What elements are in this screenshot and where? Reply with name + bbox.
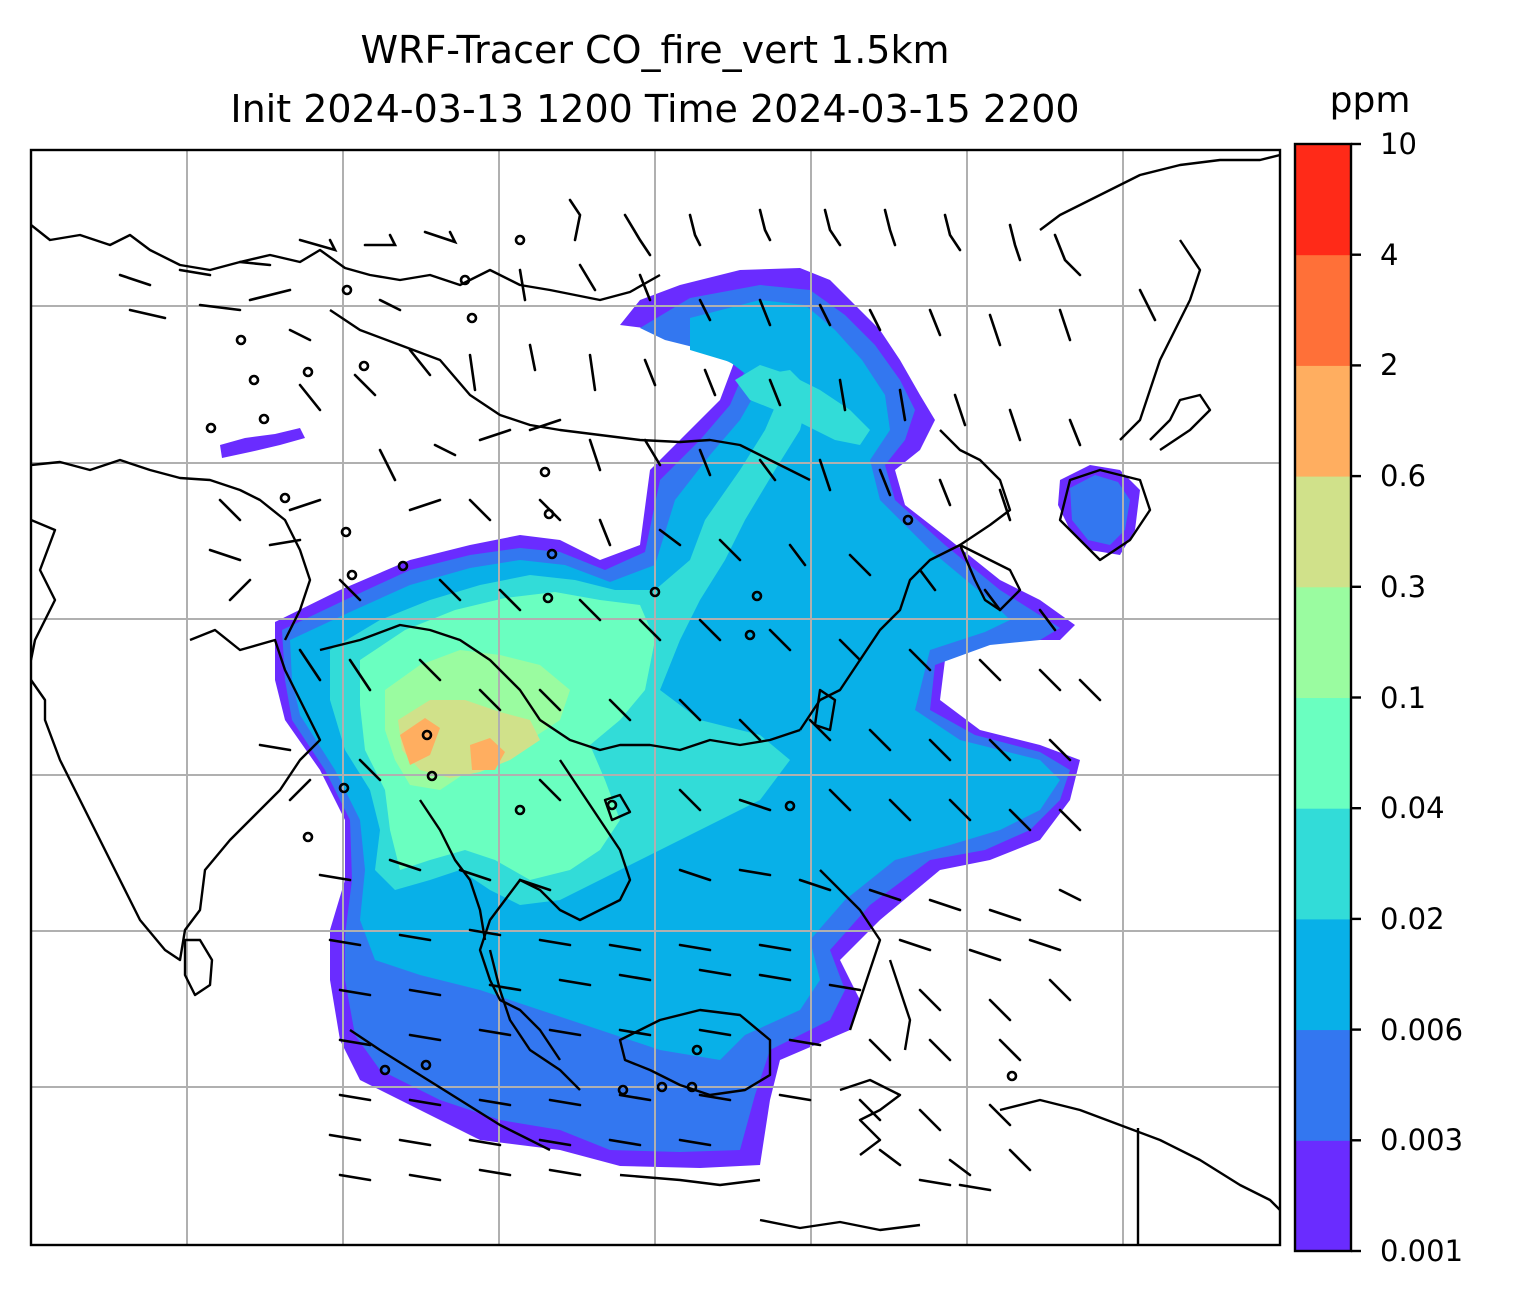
colorbar-tick-label: 0.001	[1380, 1234, 1464, 1268]
borneo	[618, 1008, 772, 1097]
colorbar-segment	[1295, 586, 1351, 698]
plume-north-0.02	[735, 365, 870, 445]
sri-lanka	[183, 938, 214, 997]
gridlines	[31, 150, 1280, 1245]
korea	[958, 543, 1022, 612]
colorbar-segment	[1295, 808, 1351, 920]
mongolia-border	[329, 309, 811, 482]
colorbar-unit: ppm	[1329, 80, 1411, 121]
plume-level-0.3	[398, 700, 540, 778]
colorbar-tick-label: 0.006	[1380, 1012, 1464, 1047]
colorbar	[1293, 142, 1361, 1253]
colorbar-tick-label: 10	[1380, 127, 1417, 161]
map-frame	[29, 148, 1282, 1247]
hainan	[603, 793, 632, 822]
colorbar-segment	[1295, 254, 1351, 366]
title-line-2: Init 2024-03-13 1200 Time 2024-03-15 220…	[230, 87, 1080, 131]
colorbar-tick-label: 0.04	[1380, 791, 1445, 826]
philippines	[819, 869, 912, 1051]
colorbar-tick-label: 0.02	[1380, 901, 1445, 936]
colorbar-segment	[1295, 697, 1351, 809]
map-panel	[31, 150, 1280, 1245]
plume-level-0.6	[400, 718, 440, 765]
taiwan	[813, 688, 837, 732]
colorbar-segment	[1295, 918, 1351, 1031]
new-guinea	[999, 1098, 1280, 1211]
title-line-1: WRF-Tracer CO_fire_vert 1.5km	[360, 28, 950, 72]
india-coast	[31, 518, 322, 962]
tracer-shading	[220, 268, 1140, 1168]
sulawesi	[839, 1078, 902, 1156]
japan	[1058, 393, 1212, 562]
colorbar-tick-label: 0.003	[1380, 1123, 1464, 1158]
russia-east	[1039, 153, 1280, 441]
plume-level-0.6-b	[470, 738, 505, 770]
colorbar-segment	[1295, 476, 1351, 588]
colorbar-tick-label: 0.1	[1380, 680, 1427, 715]
colorbar-tick-label: 4	[1380, 237, 1399, 272]
colorbar-segment	[1295, 365, 1351, 477]
malay-peninsula	[488, 949, 581, 1091]
colorbar-tick-label: 0.3	[1380, 569, 1427, 604]
calm-circles	[205, 234, 1018, 1096]
colorbar-segment	[1295, 144, 1351, 256]
northern-border	[31, 224, 661, 302]
colorbar-tick-label: 0.6	[1380, 459, 1427, 494]
colorbar-segment	[1295, 1029, 1351, 1141]
sumatra	[349, 1029, 551, 1152]
coastlines-borders	[31, 153, 1280, 1245]
plume-tibet-strip	[220, 428, 305, 458]
plume-japan-0.003	[1070, 475, 1130, 545]
china-west	[31, 458, 312, 641]
colorbar-segment	[1295, 1140, 1351, 1252]
lesser-sunda	[759, 1218, 921, 1232]
china-east-coast	[799, 429, 1012, 731]
java	[619, 1173, 761, 1187]
china-south	[319, 623, 801, 752]
indochina	[478, 759, 632, 1061]
colorbar-tick-label: 2	[1380, 348, 1399, 383]
wind-barbs	[118, 198, 1157, 1192]
